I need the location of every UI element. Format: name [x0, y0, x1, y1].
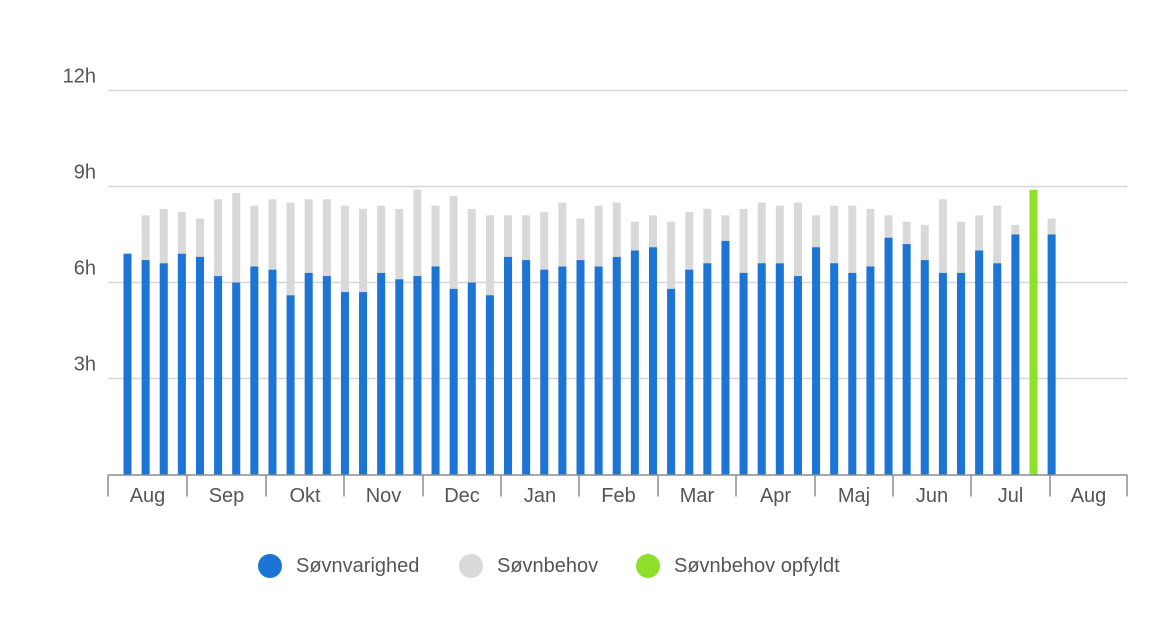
legend-item-sleep-need[interactable]: Søvnbehov	[459, 546, 598, 586]
y-axis-labels: 3h 6h 9h 12h	[63, 66, 96, 376]
x-tick-label: Aug	[1071, 485, 1107, 507]
bar-sleep-duration[interactable]	[377, 272, 386, 475]
bar-sleep-duration[interactable]	[812, 247, 821, 475]
legend-dot-sleep-need-met	[636, 554, 660, 578]
bar-sleep-duration[interactable]	[522, 260, 531, 475]
bar-sleep-duration[interactable]	[866, 266, 875, 475]
bar-sleep-duration[interactable]	[685, 269, 694, 475]
legend-item-sleep-need-met[interactable]: Søvnbehov opfyldt	[636, 546, 840, 586]
x-tick-label: Dec	[444, 485, 480, 507]
bar-sleep-duration[interactable]	[123, 253, 132, 475]
bar-sleep-need-met[interactable]	[1029, 189, 1038, 475]
bar-sleep-duration[interactable]	[993, 263, 1002, 475]
x-tick-label: Sep	[209, 485, 245, 507]
bar-sleep-duration[interactable]	[775, 263, 784, 475]
x-tick-label: Jun	[916, 485, 948, 507]
legend-dot-sleep-need	[459, 554, 483, 578]
legend-dot-sleep-duration	[258, 554, 282, 578]
bar-sleep-duration[interactable]	[902, 244, 911, 475]
bar-sleep-duration[interactable]	[340, 292, 349, 475]
bars	[123, 189, 1056, 475]
bar-sleep-duration[interactable]	[141, 260, 150, 475]
legend: Søvnvarighed Søvnbehov Søvnbehov opfyldt	[0, 546, 1175, 586]
bar-sleep-duration[interactable]	[413, 276, 422, 475]
bar-sleep-duration[interactable]	[467, 282, 476, 475]
bar-sleep-duration[interactable]	[594, 266, 603, 475]
bar-sleep-duration[interactable]	[395, 279, 404, 475]
bar-sleep-duration[interactable]	[1047, 234, 1056, 475]
y-tick-label: 12h	[63, 66, 96, 88]
legend-item-sleep-duration[interactable]: Søvnvarighed	[258, 546, 419, 586]
bar-sleep-duration[interactable]	[667, 288, 676, 475]
x-tick-label: Mar	[680, 485, 715, 507]
bar-sleep-duration[interactable]	[648, 247, 657, 475]
bar-sleep-duration[interactable]	[848, 272, 857, 475]
bar-sleep-duration[interactable]	[540, 269, 549, 475]
x-tick-label: Feb	[601, 485, 635, 507]
x-tick-label: Aug	[130, 485, 166, 507]
bar-sleep-duration[interactable]	[793, 276, 802, 475]
bar-sleep-duration[interactable]	[703, 263, 712, 475]
x-tick-label: Jan	[524, 485, 556, 507]
bar-sleep-duration[interactable]	[159, 263, 168, 475]
bar-sleep-duration[interactable]	[431, 266, 440, 475]
bar-sleep-duration[interactable]	[938, 272, 947, 475]
legend-label-sleep-need: Søvnbehov	[497, 554, 599, 577]
bar-sleep-duration[interactable]	[612, 256, 621, 475]
bar-sleep-duration[interactable]	[449, 288, 458, 475]
bar-sleep-duration[interactable]	[268, 269, 277, 475]
bar-sleep-duration[interactable]	[957, 272, 966, 475]
bar-sleep-duration[interactable]	[721, 240, 730, 475]
x-tick-label: Nov	[366, 485, 402, 507]
bar-sleep-duration[interactable]	[485, 295, 494, 475]
bar-sleep-duration[interactable]	[250, 266, 259, 475]
x-tick-label: Okt	[289, 485, 321, 507]
bar-sleep-duration[interactable]	[920, 260, 929, 475]
bar-sleep-duration[interactable]	[322, 276, 331, 475]
bar-sleep-duration[interactable]	[214, 276, 223, 475]
x-axis: Aug Sep Okt Nov Dec Jan Feb Mar Apr Maj Jun Jul Aug	[107, 474, 1128, 507]
legend-label-sleep-need-met: Søvnbehov opfyldt	[674, 554, 840, 577]
bar-sleep-duration[interactable]	[558, 266, 567, 475]
sleep-chart: 3h 6h 9h 12h Aug Sep Okt Nov Dec Jan Feb Mar Apr Maj…	[63, 66, 1128, 507]
y-tick-label: 3h	[74, 354, 96, 376]
bar-sleep-duration[interactable]	[304, 272, 313, 475]
bar-sleep-duration[interactable]	[757, 263, 766, 475]
bar-sleep-duration[interactable]	[286, 295, 295, 475]
x-tick-label: Apr	[760, 485, 791, 507]
y-tick-label: 9h	[74, 162, 96, 184]
bar-sleep-duration[interactable]	[630, 250, 639, 475]
bar-sleep-duration[interactable]	[177, 253, 186, 475]
legend-label-sleep-duration: Søvnvarighed	[296, 554, 420, 577]
bar-sleep-duration[interactable]	[195, 256, 204, 475]
bar-sleep-duration[interactable]	[739, 272, 748, 475]
bar-sleep-duration[interactable]	[884, 237, 893, 475]
bar-sleep-duration[interactable]	[504, 256, 513, 475]
y-tick-label: 6h	[74, 258, 96, 280]
bar-sleep-duration[interactable]	[576, 260, 585, 475]
bar-sleep-duration[interactable]	[830, 263, 839, 475]
x-tick-label: Jul	[998, 485, 1024, 507]
x-tick-label: Maj	[838, 485, 870, 507]
bar-sleep-duration[interactable]	[359, 292, 368, 475]
bar-sleep-duration[interactable]	[232, 282, 241, 475]
bar-sleep-duration[interactable]	[975, 250, 984, 475]
bar-sleep-duration[interactable]	[1011, 234, 1020, 475]
